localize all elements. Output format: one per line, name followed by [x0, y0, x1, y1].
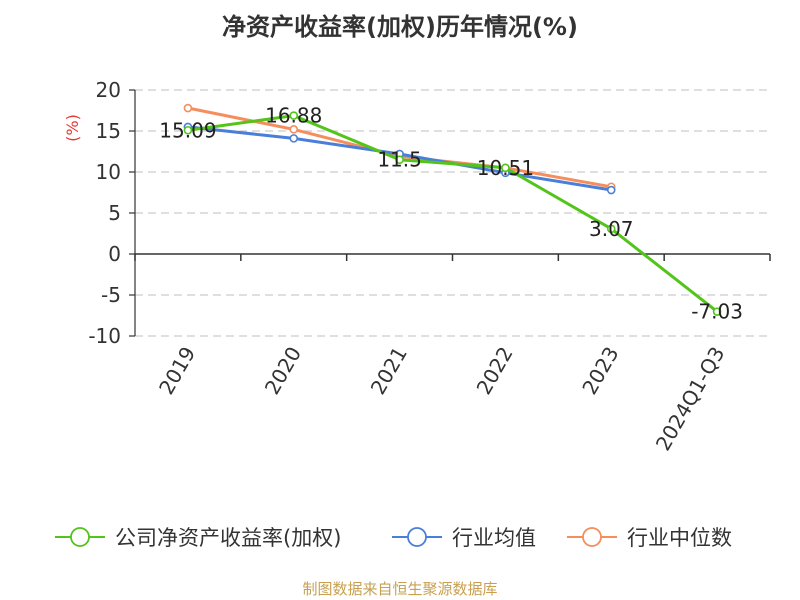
y-axis-ticks: 20 15 10 5 0 -5 -10: [88, 78, 135, 348]
data-label: 3.07: [589, 217, 634, 241]
data-label: 16.88: [265, 104, 322, 128]
y-tick-label: 10: [96, 160, 121, 184]
x-tick-label: 2019: [154, 343, 200, 399]
x-tick-label: 2024Q1-Q3: [651, 343, 730, 455]
x-axis: [134, 90, 771, 336]
data-point: [501, 163, 510, 173]
x-tick-label: 2021: [366, 343, 412, 399]
legend-item[interactable]: 行业中位数: [567, 526, 732, 550]
data-point: [606, 224, 616, 234]
y-tick-label: 15: [96, 119, 121, 143]
legend-marker: [407, 527, 427, 547]
data-point: [183, 125, 193, 135]
data-label: 15.09: [159, 118, 216, 142]
data-point: [183, 103, 193, 113]
legend-item[interactable]: 行业均值: [392, 526, 536, 550]
data-label: 10.51: [477, 156, 534, 180]
y-tick-label: -10: [88, 324, 121, 348]
x-axis-ticks: 2019 2020 2021 2022 2023 2024Q1-Q3: [154, 343, 729, 455]
y-tick-label: 0: [108, 242, 121, 266]
y-axis-unit: (%): [63, 114, 82, 142]
x-tick-label: 2023: [577, 343, 623, 399]
legend[interactable]: 公司净资产收益率(加权) 行业均值 行业中位数: [55, 526, 732, 550]
legend-item[interactable]: 公司净资产收益率(加权): [55, 526, 341, 550]
x-tick-label: 2020: [260, 343, 306, 399]
data-label: 11.5: [377, 148, 422, 172]
gridlines: [135, 89, 770, 337]
y-tick-label: 20: [96, 78, 121, 102]
data-point: [712, 307, 722, 316]
chart-title: 净资产收益率(加权)历年情况(%): [222, 13, 578, 41]
y-tick-label: 5: [108, 201, 121, 225]
data-labels: 15.09 16.88 11.5 10.51 3.07 -7.03: [159, 104, 743, 324]
series-lines: [183, 103, 722, 316]
data-point: [289, 134, 299, 143]
source-note: 制图数据来自恒生聚源数据库: [302, 580, 497, 598]
data-label: -7.03: [691, 300, 743, 324]
series-line: [187, 114, 719, 313]
data-point: [395, 155, 404, 164]
legend-label: 行业均值: [452, 526, 536, 550]
legend-marker: [70, 527, 90, 547]
legend-marker: [582, 527, 602, 547]
legend-label: 行业中位数: [627, 526, 732, 550]
data-point: [606, 185, 616, 195]
x-tick-label: 2022: [472, 343, 518, 399]
legend-label: 公司净资产收益率(加权): [115, 526, 341, 550]
data-point: [289, 125, 299, 134]
data-point: [289, 111, 299, 120]
y-tick-label: -5: [101, 283, 121, 307]
